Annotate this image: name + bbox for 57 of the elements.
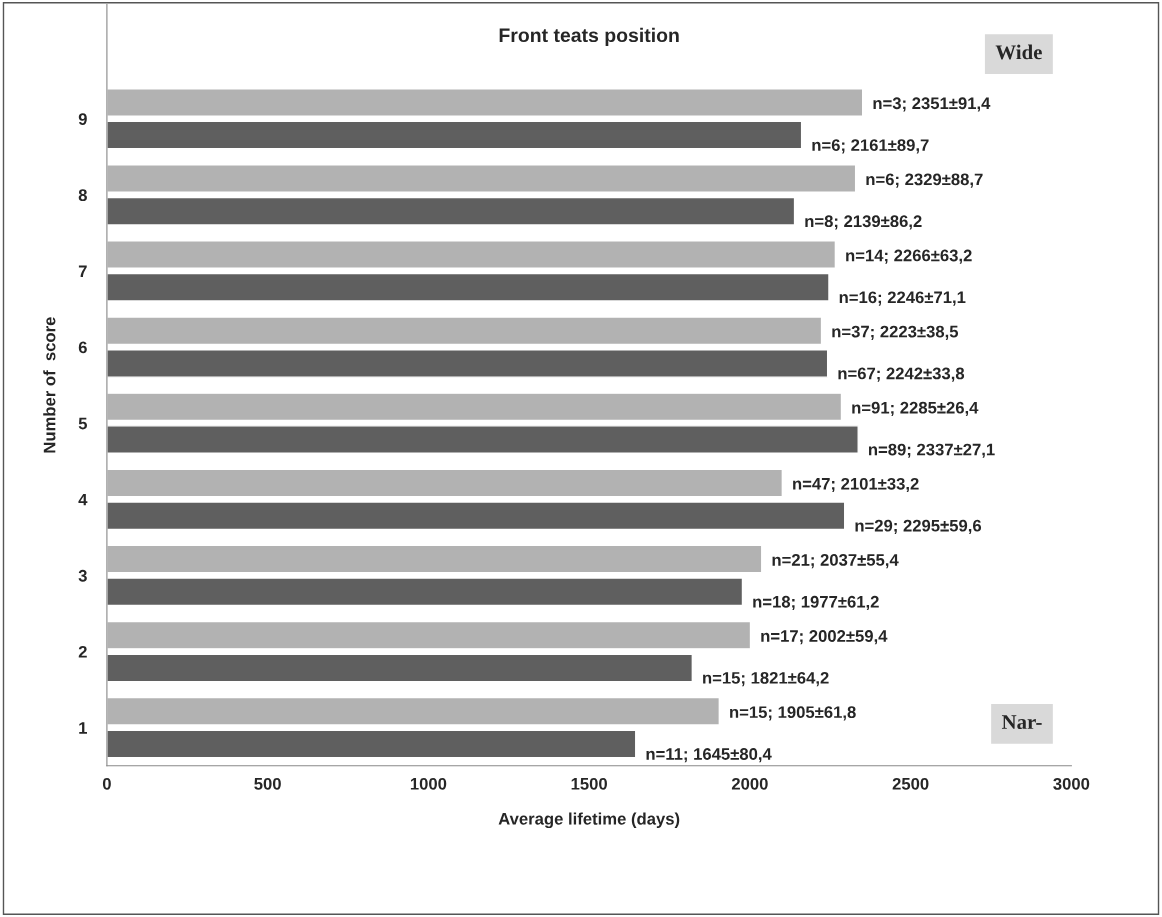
y-tick-label: 8 (78, 189, 87, 202)
chart-title: Front teats position (499, 27, 679, 46)
y-tick-label: 6 (78, 341, 87, 354)
data-label: n=18; 1977±61,2 (753, 595, 879, 611)
y-axis-title: Number of score (43, 317, 56, 453)
data-label: n=67; 2242±33,8 (838, 367, 965, 382)
bar (106, 425, 859, 454)
data-label: n=47; 2101±33,2 (793, 477, 919, 493)
x-tick-label: 1000 (410, 777, 447, 790)
bar (106, 272, 830, 302)
data-label: n=11; 1645±80,4 (646, 748, 772, 763)
data-label: n=21; 2037±55,4 (772, 554, 899, 569)
bar (106, 349, 829, 378)
y-tick-label: 9 (78, 113, 87, 125)
y-tick-label: 5 (78, 417, 87, 430)
data-label: n=6; 2161±89,7 (812, 139, 929, 154)
y-tick-label: 7 (78, 265, 87, 278)
x-tick-label: 3000 (1053, 777, 1090, 790)
y-tick-label: 1 (79, 722, 87, 734)
bar (106, 468, 784, 498)
y-tick-label: 3 (78, 569, 87, 582)
bar (106, 577, 744, 607)
data-label: n=91; 2285±26,4 (852, 401, 979, 417)
x-tick-label: 0 (102, 777, 111, 790)
data-label: n=6; 2329±88,7 (866, 173, 983, 188)
data-label: n=37; 2223±38,5 (832, 325, 959, 340)
x-tick-label: 2500 (892, 777, 929, 790)
bar (106, 653, 694, 683)
text: Wide (995, 44, 1042, 60)
x-tick-label: 1500 (571, 777, 607, 790)
y-tick-label: 2 (78, 645, 87, 658)
bar (106, 544, 763, 574)
bar (106, 196, 796, 226)
x-tick-label: 2000 (731, 777, 768, 790)
y-tick-label: 4 (78, 493, 88, 506)
bar (106, 392, 843, 422)
data-label: n=14; 2266±63,2 (846, 249, 972, 264)
data-label: n=17; 2002±59,4 (761, 630, 888, 645)
data-label: n=15; 1905±61,8 (730, 706, 856, 721)
bar (106, 316, 823, 346)
bar (106, 87, 864, 117)
bar (106, 696, 721, 726)
data-label: n=29; 2295±59,6 (855, 519, 982, 534)
bar (106, 240, 837, 270)
data-label: n=16; 2246±71,1 (839, 291, 966, 306)
data-label: n=8; 2139±86,2 (805, 215, 922, 230)
bar (106, 501, 846, 531)
x-tick-label: 500 (254, 777, 281, 790)
data-label: n=15; 1821±64,2 (703, 671, 829, 687)
x-axis-title: Average lifetime (days) (498, 812, 680, 829)
data-label: n=89; 2337±27,1 (868, 443, 995, 458)
annotation: Nar- (1001, 715, 1042, 730)
bar (106, 120, 803, 150)
bar (106, 729, 637, 759)
data-label: n=3; 2351±91,4 (873, 97, 991, 112)
bar (106, 164, 857, 193)
bar (106, 620, 752, 650)
